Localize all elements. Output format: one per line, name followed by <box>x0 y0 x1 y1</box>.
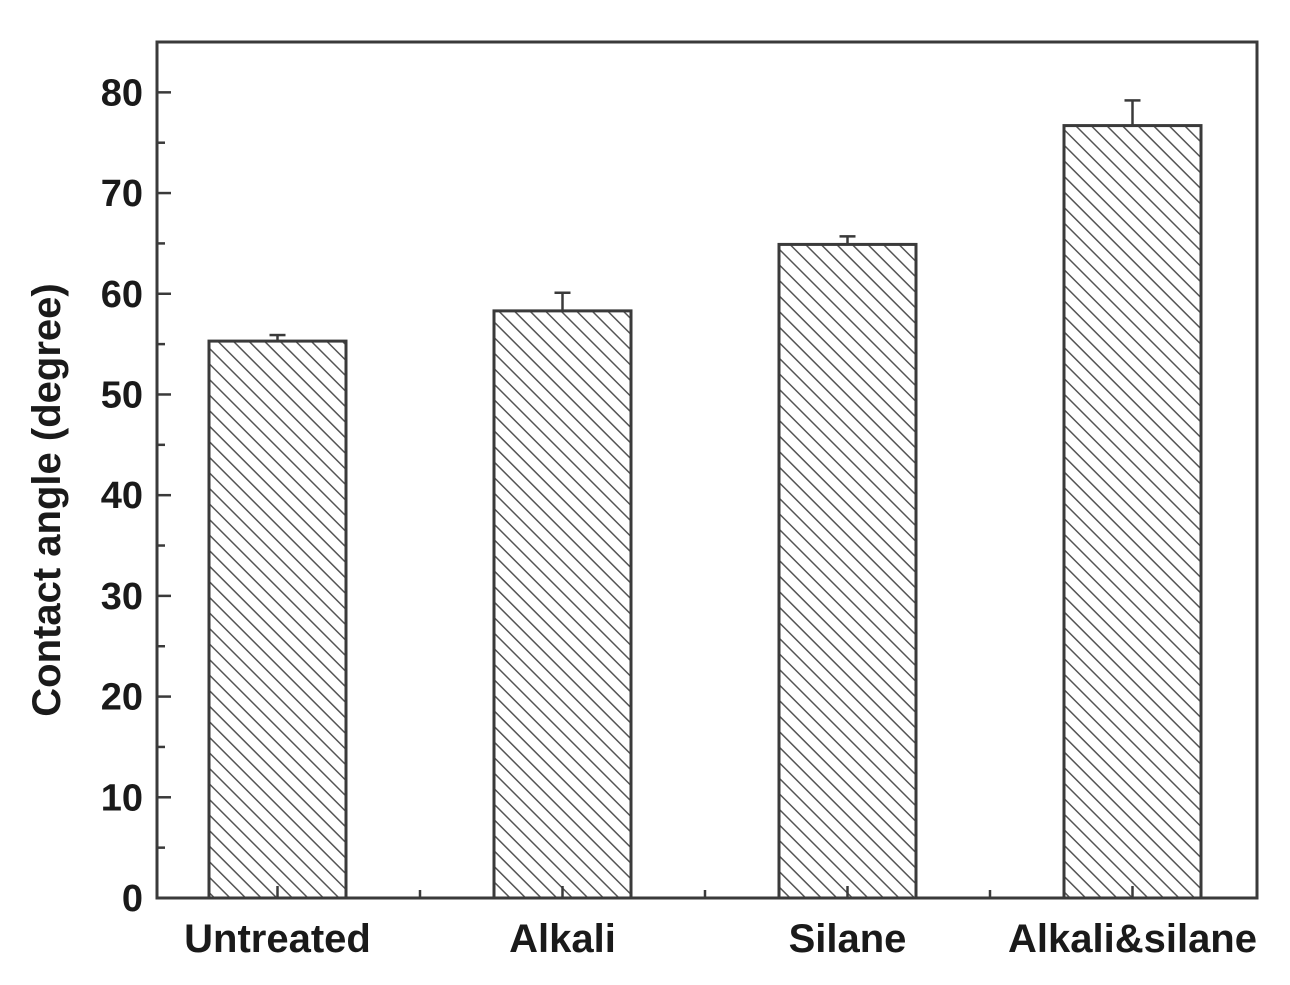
bar-alkali-silane <box>1062 124 1203 900</box>
bar-silane <box>777 242 918 900</box>
y-tick-label: 80 <box>101 72 143 114</box>
y-tick-label: 70 <box>101 173 143 215</box>
y-tick-label: 20 <box>101 677 143 719</box>
bars-layer <box>207 99 1203 900</box>
plot-frame <box>155 40 1259 900</box>
bar-alkali <box>492 309 633 900</box>
y-tick-label: 0 <box>122 878 143 920</box>
y-tick-label: 30 <box>101 576 143 618</box>
x-tick-label: Untreated <box>184 917 371 961</box>
x-axis: Untreated Alkali Silane Alkali&silane <box>184 886 1257 961</box>
y-tick-label: 60 <box>101 274 143 316</box>
x-tick-label: Alkali&silane <box>1008 917 1257 961</box>
x-tick-label: Silane <box>789 917 907 961</box>
x-tick-label: Alkali <box>509 917 616 961</box>
y-tick-label: 50 <box>101 374 143 416</box>
y-axis-title: Contact angle (degree) <box>25 283 69 716</box>
y-tick-label: 10 <box>101 777 143 819</box>
bar-untreated <box>207 339 348 900</box>
y-axis: 0 10 20 30 40 50 60 70 80 <box>101 72 171 920</box>
y-tick-label: 40 <box>101 475 143 517</box>
